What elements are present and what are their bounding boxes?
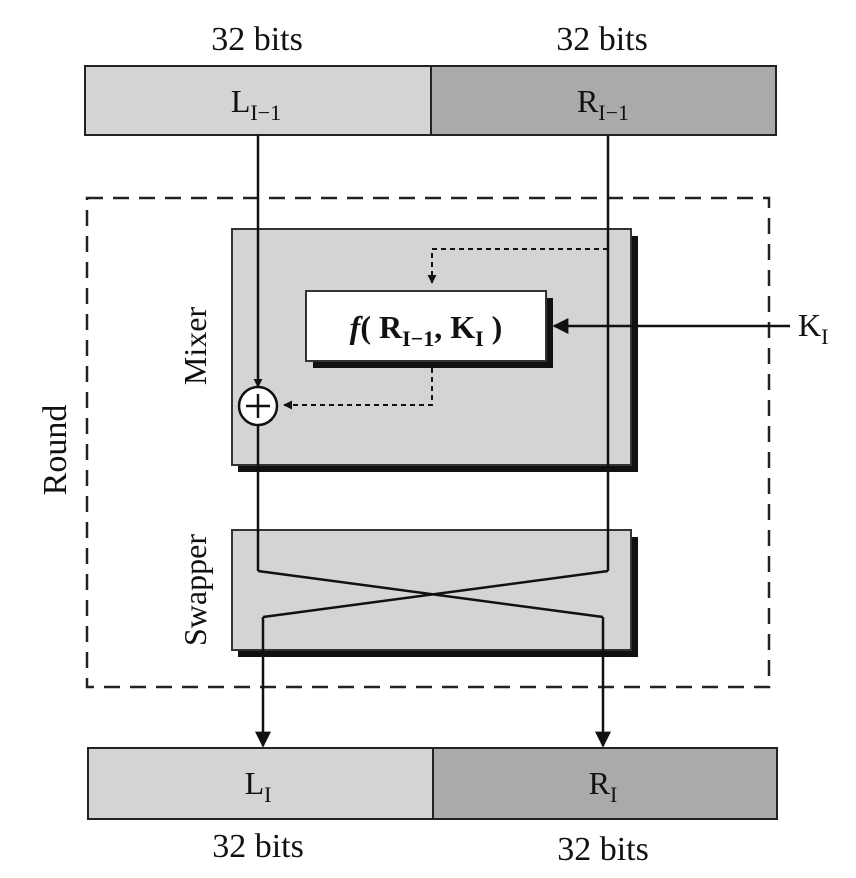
key-label: KI: [798, 307, 828, 349]
xor-icon: [237, 385, 279, 427]
output-right-name: RI: [589, 765, 618, 807]
input-left-bits-label: 32 bits: [211, 21, 303, 58]
swap-line-right-to-left: [262, 569, 609, 619]
input-left-name: LI−1: [231, 83, 281, 125]
function-input-dashed: [427, 248, 608, 284]
output-right-block: [432, 747, 778, 820]
output-left-block: [87, 747, 434, 820]
input-right-bits-label: 32 bits: [556, 21, 648, 58]
input-right-name: RI−1: [577, 83, 629, 125]
output-right-bits-label: 32 bits: [557, 831, 649, 868]
function-box: [305, 290, 547, 362]
output-left-name: LI: [245, 765, 272, 807]
input-left-block: [84, 65, 432, 136]
swapper-box: [231, 529, 632, 651]
output-left-bits-label: 32 bits: [212, 828, 304, 865]
round-boundary: [85, 196, 771, 689]
mixer-label: Mixer: [177, 307, 213, 386]
input-right-block: [430, 65, 777, 136]
round-label: Round: [37, 405, 74, 496]
function-label: f( RI−1, KI ): [350, 309, 503, 351]
swapper-label: Swapper: [177, 534, 213, 646]
function-output-dashed: [283, 368, 433, 410]
